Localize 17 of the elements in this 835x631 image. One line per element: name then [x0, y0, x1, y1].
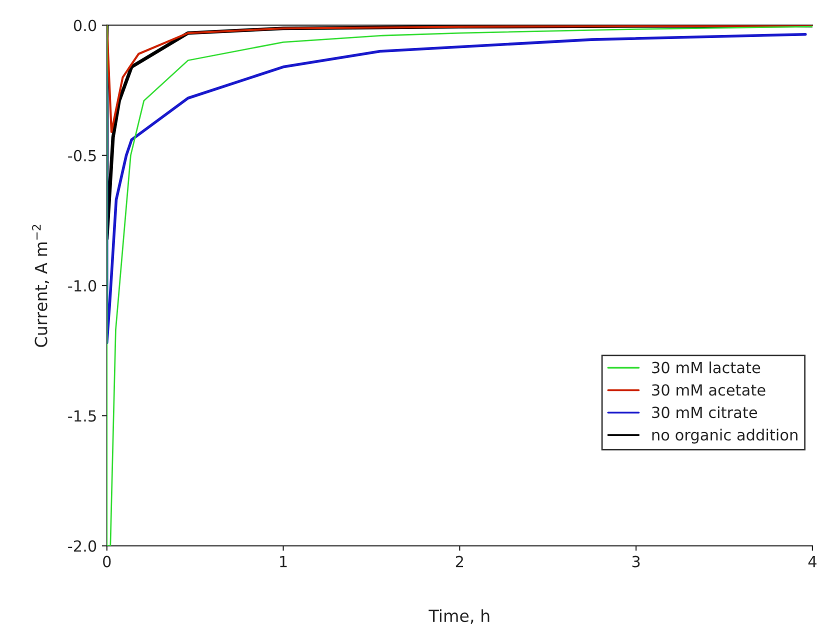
x-tick-label: 2 — [456, 556, 463, 568]
line-series — [106, 32, 807, 344]
y-tick-label: -2.0 — [68, 540, 96, 552]
y-axis-title: Current, A m$^{−2}$ — [32, 224, 50, 347]
y-tick-label: -1.5 — [68, 410, 96, 422]
legend-label: 30 mM citrate — [652, 406, 758, 418]
y-tick-label: -1.0 — [68, 280, 96, 292]
legend-label: 30 mM lactate — [652, 362, 760, 374]
x-tick-label: 4 — [808, 556, 816, 568]
y-tick-label: 0.0 — [74, 20, 96, 32]
x-tick-label: 0 — [103, 556, 111, 568]
y-tick-label: -0.5 — [68, 150, 96, 162]
x-axis-title: Time, h — [428, 609, 490, 624]
x-tick-label: 3 — [632, 556, 640, 568]
x-tick-label: 1 — [280, 556, 287, 568]
legend-label: no organic addition — [652, 428, 798, 444]
legend-label: 30 mM acetate — [652, 384, 766, 396]
